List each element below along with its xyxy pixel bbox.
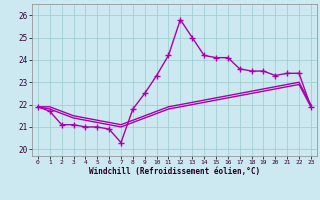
X-axis label: Windchill (Refroidissement éolien,°C): Windchill (Refroidissement éolien,°C) xyxy=(89,167,260,176)
